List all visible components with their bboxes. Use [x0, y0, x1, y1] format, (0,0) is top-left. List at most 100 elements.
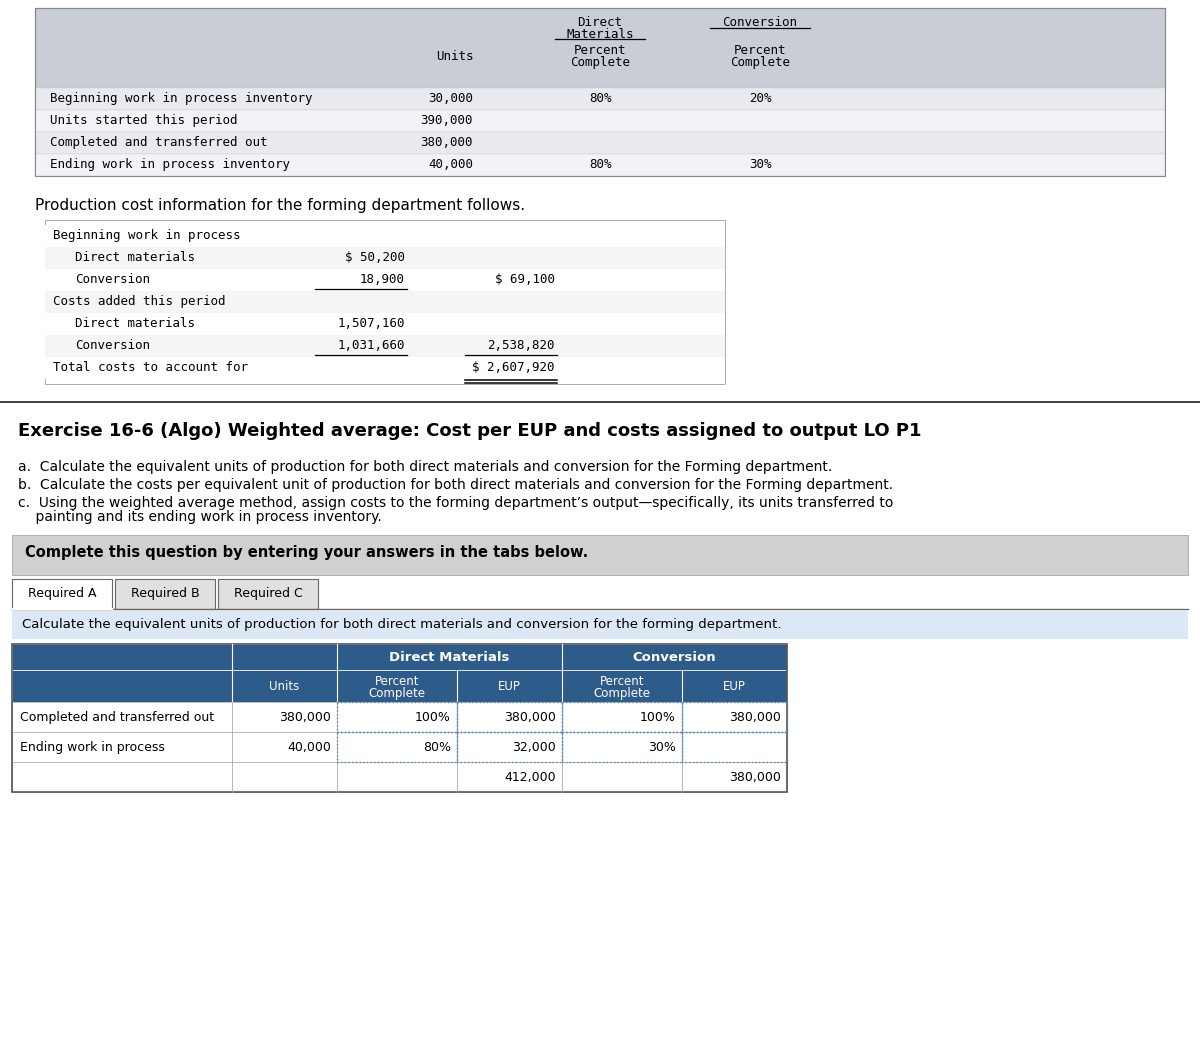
Text: Completed and transferred out: Completed and transferred out [50, 136, 268, 149]
Text: 412,000: 412,000 [504, 772, 556, 784]
Text: Complete: Complete [730, 56, 790, 69]
Text: Conversion: Conversion [74, 339, 150, 352]
Text: Required C: Required C [234, 587, 302, 600]
Bar [115, 579, 215, 609]
Text: Required A: Required A [28, 587, 96, 600]
Text: 30%: 30% [648, 741, 676, 754]
Text: Direct materials: Direct materials [74, 251, 194, 264]
Bar [46, 313, 725, 335]
Text: 380,000: 380,000 [280, 711, 331, 723]
Text: $ 50,200: $ 50,200 [346, 251, 406, 264]
Text: Exercise 16-6 (Algo) Weighted average: Cost per EUP and costs assigned to output: Exercise 16-6 (Algo) Weighted average: C… [18, 422, 922, 440]
Text: 20%: 20% [749, 92, 772, 105]
Bar [46, 335, 725, 357]
Text: 1,507,160: 1,507,160 [337, 317, 406, 330]
Text: Conversion: Conversion [722, 16, 798, 29]
Text: 380,000: 380,000 [420, 136, 473, 149]
Bar [12, 732, 787, 762]
Bar [337, 732, 457, 762]
Text: EUP: EUP [498, 680, 521, 693]
Text: 32,000: 32,000 [512, 741, 556, 754]
Bar [46, 247, 725, 269]
Text: c.  Using the weighted average method, assign costs to the forming department’s : c. Using the weighted average method, as… [18, 496, 893, 511]
Bar [46, 357, 725, 379]
Text: 30,000: 30,000 [428, 92, 473, 105]
Bar [12, 702, 787, 732]
Text: Required B: Required B [131, 587, 199, 600]
Text: 40,000: 40,000 [428, 158, 473, 171]
Text: Percent: Percent [600, 675, 644, 688]
Bar [35, 8, 1165, 88]
Text: Complete this question by entering your answers in the tabs below.: Complete this question by entering your … [25, 545, 588, 560]
Text: Conversion: Conversion [74, 272, 150, 286]
Bar [46, 269, 725, 291]
Bar [0, 401, 1200, 403]
Text: Costs added this period: Costs added this period [53, 295, 226, 308]
Text: Direct: Direct [577, 16, 623, 29]
Text: 380,000: 380,000 [730, 711, 781, 723]
Bar [562, 702, 682, 732]
Text: Units started this period: Units started this period [50, 114, 238, 127]
Bar [12, 579, 112, 609]
Text: Percent: Percent [374, 675, 419, 688]
Text: 80%: 80% [424, 741, 451, 754]
Text: Direct Materials: Direct Materials [389, 651, 510, 664]
Text: Complete: Complete [368, 687, 426, 699]
Bar [682, 702, 787, 732]
Bar [35, 8, 1165, 176]
Bar [46, 226, 725, 247]
Bar [12, 644, 787, 792]
Text: Beginning work in process inventory: Beginning work in process inventory [50, 92, 312, 105]
Bar [35, 110, 1165, 132]
Text: Production cost information for the forming department follows.: Production cost information for the form… [35, 198, 526, 213]
Text: Completed and transferred out: Completed and transferred out [20, 711, 214, 723]
Text: Ending work in process: Ending work in process [20, 741, 164, 754]
Text: 1,031,660: 1,031,660 [337, 339, 406, 352]
Text: a.  Calculate the equivalent units of production for both direct materials and c: a. Calculate the equivalent units of pro… [18, 460, 833, 474]
Bar [12, 611, 1188, 639]
Text: $ 69,100: $ 69,100 [496, 272, 554, 286]
Bar [337, 702, 457, 732]
Bar [12, 762, 787, 792]
Text: Conversion: Conversion [632, 651, 716, 664]
Text: Complete: Complete [594, 687, 650, 699]
Bar [46, 291, 725, 313]
Text: Calculate the equivalent units of production for both direct materials and conve: Calculate the equivalent units of produc… [22, 618, 781, 631]
Text: 80%: 80% [589, 92, 611, 105]
Bar [46, 220, 725, 384]
Text: 390,000: 390,000 [420, 114, 473, 127]
Bar [682, 732, 787, 762]
Text: Ending work in process inventory: Ending work in process inventory [50, 158, 290, 171]
Text: Percent: Percent [574, 44, 626, 57]
Text: 40,000: 40,000 [287, 741, 331, 754]
Text: 2,538,820: 2,538,820 [487, 339, 554, 352]
Bar [12, 535, 1188, 575]
Bar [35, 132, 1165, 155]
Text: 18,900: 18,900 [360, 272, 406, 286]
Text: painting and its ending work in process inventory.: painting and its ending work in process … [18, 511, 382, 524]
Text: Materials: Materials [566, 28, 634, 41]
Bar [12, 644, 787, 670]
Text: Beginning work in process: Beginning work in process [53, 229, 240, 242]
Bar [218, 579, 318, 609]
Bar [12, 670, 787, 702]
Text: Direct materials: Direct materials [74, 317, 194, 330]
Text: Complete: Complete [570, 56, 630, 69]
Text: 100%: 100% [415, 711, 451, 723]
Text: 30%: 30% [749, 158, 772, 171]
Text: $ 2,607,920: $ 2,607,920 [473, 361, 554, 374]
Text: 380,000: 380,000 [730, 772, 781, 784]
Text: Units: Units [437, 50, 474, 63]
Text: Total costs to account for: Total costs to account for [53, 361, 248, 374]
Bar [457, 702, 562, 732]
Text: EUP: EUP [724, 680, 746, 693]
Text: 380,000: 380,000 [504, 711, 556, 723]
Text: 80%: 80% [589, 158, 611, 171]
Bar [457, 732, 562, 762]
Text: Units: Units [269, 680, 300, 693]
Bar [35, 155, 1165, 176]
Bar [562, 732, 682, 762]
Text: b.  Calculate the costs per equivalent unit of production for both direct materi: b. Calculate the costs per equivalent un… [18, 478, 893, 492]
Text: 100%: 100% [640, 711, 676, 723]
Bar [12, 608, 113, 610]
